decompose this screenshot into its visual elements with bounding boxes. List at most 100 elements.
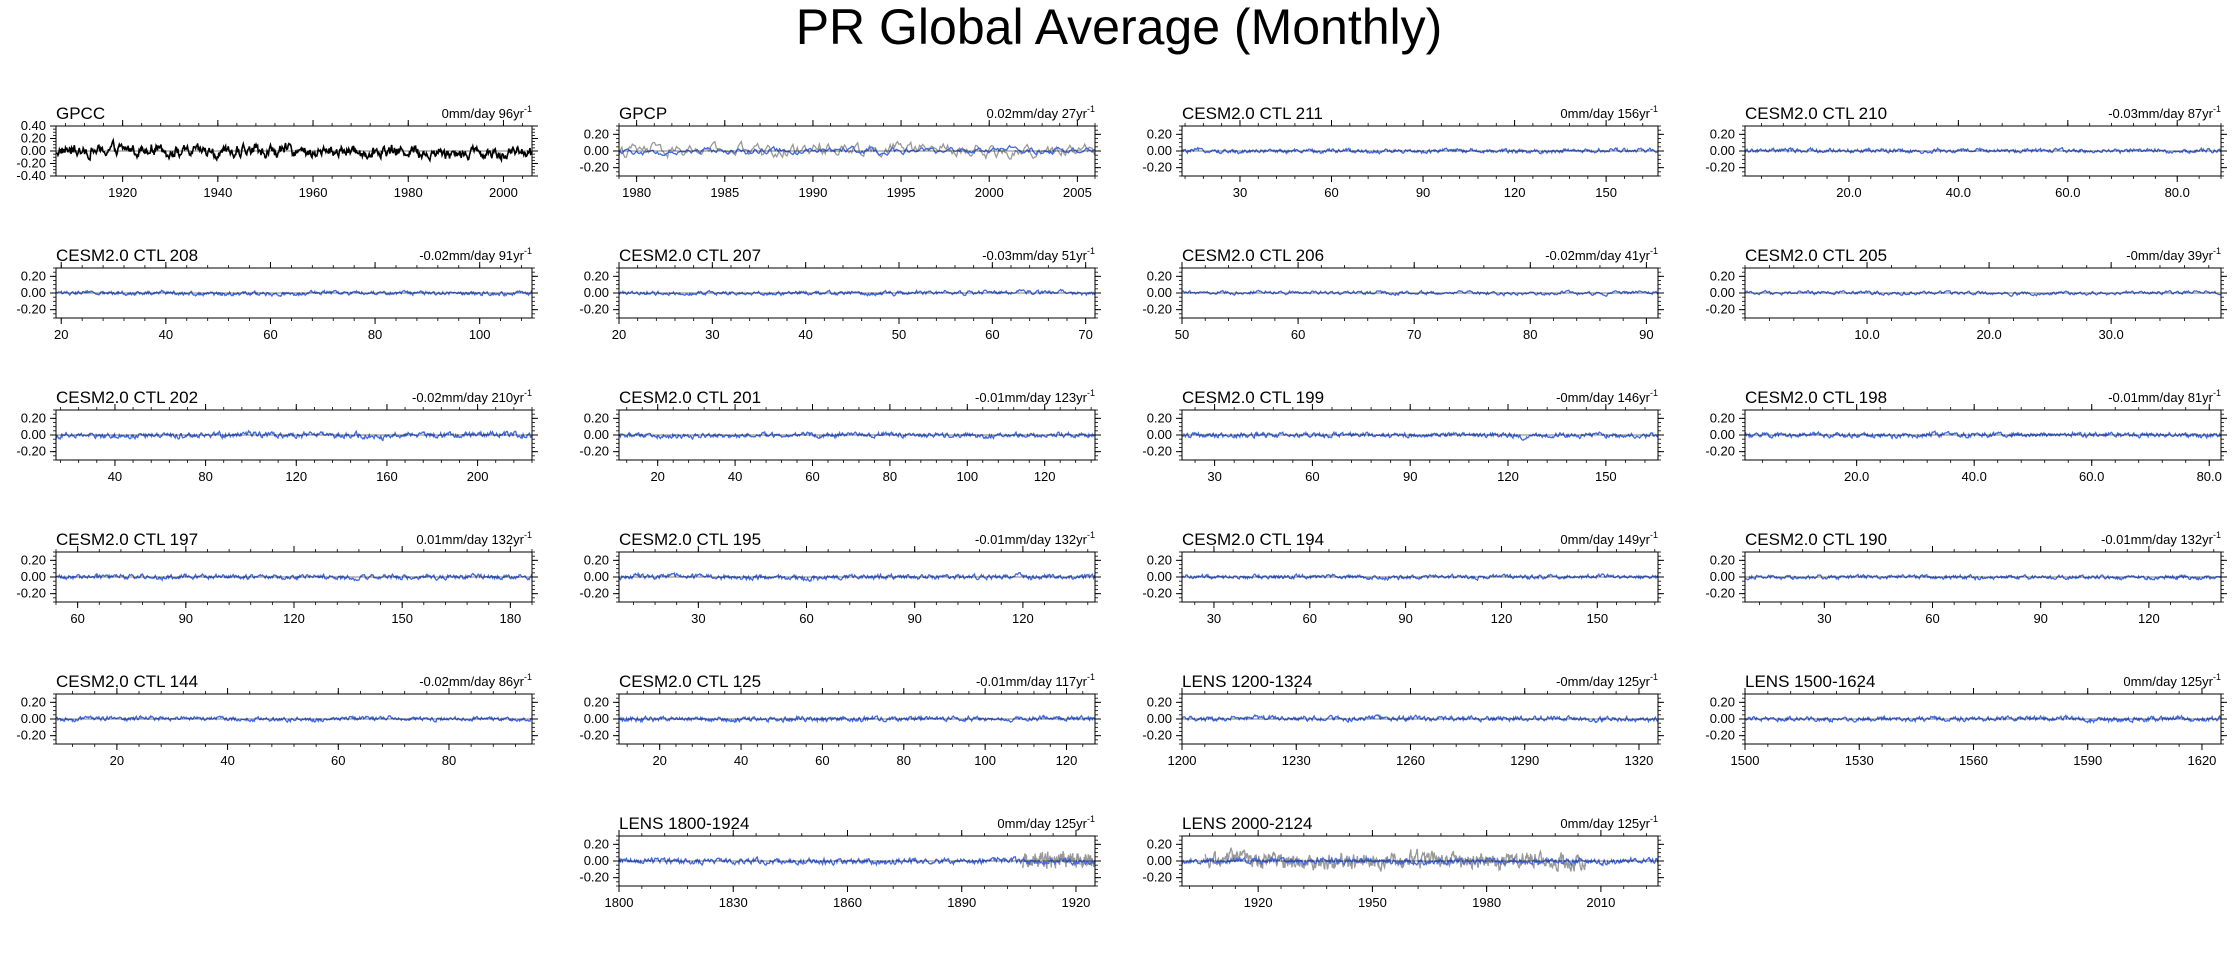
x-tick-label: 30 (1233, 185, 1247, 200)
x-tick-label: 60 (263, 327, 277, 342)
x-tick-label: 100 (974, 753, 996, 768)
x-tick-label: 50 (892, 327, 906, 342)
y-tick-label: 0.00 (1147, 569, 1172, 584)
panel: CESM2.0 CTL 198 -0.01mm/day 81yr-1 20.0 40.… (1705, 388, 2227, 484)
y-tick-label: 0.00 (1147, 285, 1172, 300)
x-tick-label: 100 (469, 327, 491, 342)
panel-annotation: -0.01mm/day 123yr-1 (975, 388, 1095, 405)
x-tick-label: 20.0 (1976, 327, 2001, 342)
x-tick-label: 1560 (1959, 753, 1988, 768)
y-tick-label: 0.20 (1147, 552, 1172, 567)
y-tick-label: -0.20 (16, 586, 46, 601)
x-tick-label: 30 (1207, 469, 1221, 484)
x-tick-label: 60.0 (2055, 185, 2080, 200)
x-tick-label: 90 (1398, 611, 1412, 626)
x-tick-label: 1995 (887, 185, 916, 200)
panel-annotation: -0.01mm/day 81yr-1 (2108, 388, 2221, 405)
figure-title: PR Global Average (Monthly) (796, 0, 1443, 55)
y-tick-label: -0.20 (579, 870, 609, 885)
panel-annotation: -0.01mm/day 132yr-1 (975, 530, 1095, 547)
panel: CESM2.0 CTL 205 -0mm/day 39yr-1 10.0 20.0 30… (1705, 246, 2227, 342)
panel-annotation: 0mm/day 125yr-1 (2123, 672, 2221, 689)
panel-title: CESM2.0 CTL 207 (619, 246, 761, 265)
x-tick-label: 40 (734, 753, 748, 768)
x-tick-label: 120 (283, 611, 305, 626)
y-tick-label: 0.00 (21, 711, 46, 726)
panel-annotation: -0.01mm/day 117yr-1 (976, 672, 1095, 689)
y-tick-label: 0.00 (584, 711, 609, 726)
series-model-line (55, 289, 533, 298)
x-tick-label: 2005 (1063, 185, 1092, 200)
panel-title: CESM2.0 CTL 144 (56, 672, 198, 691)
x-tick-label: 30 (705, 327, 719, 342)
series-model-line (55, 429, 533, 442)
x-tick-label: 60 (1305, 469, 1319, 484)
panel-title: CESM2.0 CTL 194 (1182, 530, 1324, 549)
y-tick-label: 0.20 (1147, 268, 1172, 283)
x-tick-label: 1200 (1168, 753, 1197, 768)
x-tick-label: 120 (285, 469, 307, 484)
panel-title: CESM2.0 CTL 199 (1182, 388, 1324, 407)
panel: LENS 1800-1924 0mm/day 125yr-1 1800 1830 186… (579, 814, 1101, 910)
y-tick-label: -0.20 (1705, 444, 1735, 459)
y-tick-label: 0.00 (1710, 285, 1735, 300)
panel-annotation: 0.02mm/day 27yr-1 (987, 104, 1095, 121)
panel-title: LENS 1500-1624 (1745, 672, 1875, 691)
series-model-line (1744, 430, 2222, 440)
panel: GPCC 0mm/day 96yr-1 1920 1940 1960 1980 2000 -0… (16, 104, 538, 200)
y-tick-label: 0.20 (1710, 694, 1735, 709)
y-tick-label: -0.20 (579, 444, 609, 459)
panel-title: LENS 1200-1324 (1182, 672, 1312, 691)
y-tick-label: -0.20 (16, 302, 46, 317)
y-tick-label: -0.20 (1142, 586, 1172, 601)
x-tick-label: 1940 (203, 185, 232, 200)
y-tick-label: 0.20 (1147, 694, 1172, 709)
x-tick-label: 80 (897, 753, 911, 768)
series-model-line (618, 571, 1096, 583)
y-tick-label: 0.20 (1710, 552, 1735, 567)
x-tick-label: 1230 (1282, 753, 1311, 768)
panel-annotation: 0.01mm/day 132yr-1 (416, 530, 532, 547)
y-tick-label: 0.20 (1147, 410, 1172, 425)
y-tick-label: 0.00 (21, 427, 46, 442)
x-tick-label: 60 (1291, 327, 1305, 342)
y-tick-label: -0.20 (579, 586, 609, 601)
panel: LENS 1200-1324 -0mm/day 125yr-1 1200 1230 12… (1142, 672, 1664, 768)
x-tick-label: 150 (391, 611, 413, 626)
panels: GPCC 0mm/day 96yr-1 1920 1940 1960 1980 2000 -0… (16, 104, 2227, 910)
panel: CESM2.0 CTL 194 0mm/day 149yr-1 30 60 90 120 1… (1142, 530, 1664, 626)
y-tick-label: -0.20 (579, 160, 609, 175)
y-tick-label: 0.00 (21, 569, 46, 584)
panel: LENS 1500-1624 0mm/day 125yr-1 1500 1530 156… (1705, 672, 2227, 768)
x-tick-label: 150 (1586, 611, 1608, 626)
y-tick-label: -0.20 (1142, 728, 1172, 743)
x-tick-label: 120 (2138, 611, 2160, 626)
x-tick-label: 40 (220, 753, 234, 768)
y-tick-label: 0.20 (1147, 126, 1172, 141)
x-tick-label: 1920 (108, 185, 137, 200)
series-model-line (1181, 572, 1659, 582)
y-tick-label: -0.20 (1142, 160, 1172, 175)
panel-title: CESM2.0 CTL 190 (1745, 530, 1887, 549)
panel-title: CESM2.0 CTL 198 (1745, 388, 1887, 407)
panel-title: LENS 1800-1924 (619, 814, 749, 833)
x-tick-label: 1920 (1244, 895, 1273, 910)
x-tick-label: 1830 (719, 895, 748, 910)
x-tick-label: 90 (1639, 327, 1653, 342)
x-tick-label: 30 (1207, 611, 1221, 626)
x-tick-label: 50 (1175, 327, 1189, 342)
x-tick-label: 80.0 (2165, 185, 2190, 200)
panel-annotation: -0.01mm/day 132yr-1 (2101, 530, 2221, 547)
x-tick-label: 60 (1324, 185, 1338, 200)
x-tick-label: 160 (376, 469, 398, 484)
y-tick-label: 0.00 (1147, 427, 1172, 442)
panel: CESM2.0 CTL 206 -0.02mm/day 41yr-1 50 60 70 8… (1142, 246, 1664, 342)
x-tick-label: 90 (907, 611, 921, 626)
y-tick-label: 0.20 (1710, 126, 1735, 141)
panel: CESM2.0 CTL 190 -0.01mm/day 132yr-1 30 60 90… (1705, 530, 2227, 626)
panel-annotation: -0mm/day 146yr-1 (1556, 388, 1658, 405)
panel-title: CESM2.0 CTL 206 (1182, 246, 1324, 265)
panel-title: CESM2.0 CTL 202 (56, 388, 198, 407)
y-tick-label: 0.00 (584, 427, 609, 442)
